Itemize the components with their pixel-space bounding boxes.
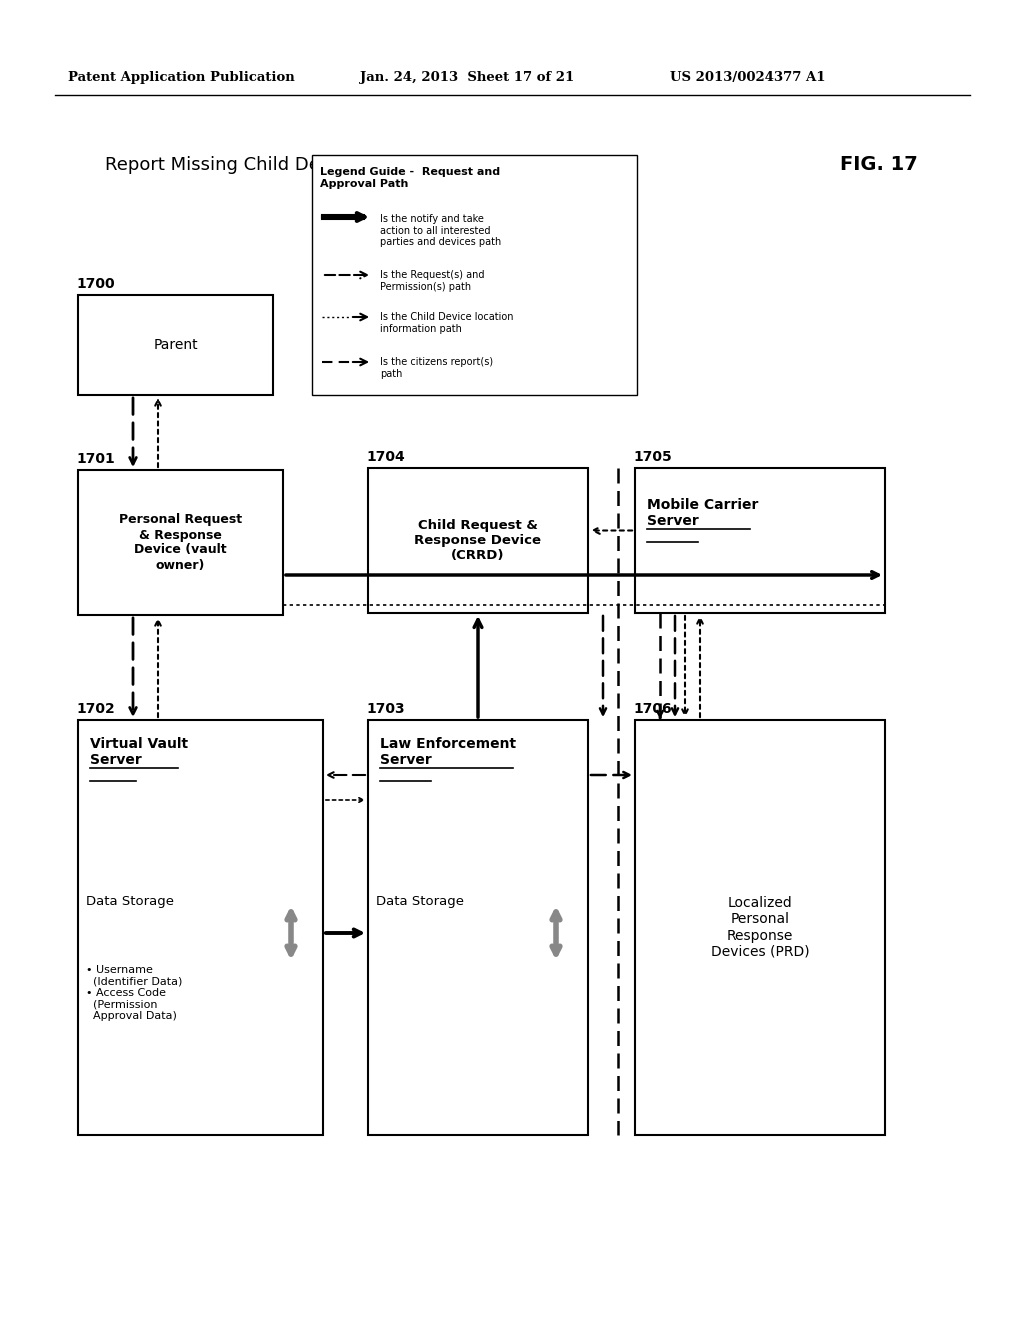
Text: 1706: 1706 bbox=[633, 702, 672, 715]
Text: Data Storage: Data Storage bbox=[86, 895, 174, 908]
Bar bbox=[368, 719, 588, 1135]
Text: Law Enforcement
Server: Law Enforcement Server bbox=[380, 737, 516, 767]
Text: Patent Application Publication: Patent Application Publication bbox=[68, 71, 295, 84]
Bar bbox=[635, 469, 885, 612]
Text: Is the Request(s) and
Permission(s) path: Is the Request(s) and Permission(s) path bbox=[380, 271, 484, 292]
Text: Is the notify and take
action to all interested
parties and devices path: Is the notify and take action to all int… bbox=[380, 214, 502, 247]
Bar bbox=[635, 719, 885, 1135]
Text: 1703: 1703 bbox=[366, 702, 404, 715]
Text: Virtual Vault
Server: Virtual Vault Server bbox=[90, 737, 188, 767]
Bar bbox=[78, 470, 283, 615]
Bar bbox=[78, 719, 323, 1135]
Text: 1700: 1700 bbox=[76, 277, 115, 290]
Bar bbox=[312, 154, 637, 395]
Bar bbox=[368, 469, 588, 612]
Text: Localized
Personal
Response
Devices (PRD): Localized Personal Response Devices (PRD… bbox=[711, 896, 809, 958]
Text: 1702: 1702 bbox=[76, 702, 115, 715]
Bar bbox=[78, 294, 273, 395]
Text: Mobile Carrier
Server: Mobile Carrier Server bbox=[647, 498, 759, 528]
Text: FIG. 17: FIG. 17 bbox=[840, 156, 918, 174]
Text: Parent: Parent bbox=[154, 338, 198, 352]
Text: 1705: 1705 bbox=[633, 450, 672, 465]
Text: Is the Child Device location
information path: Is the Child Device location information… bbox=[380, 312, 513, 334]
Text: Report Missing Child Depiction: Report Missing Child Depiction bbox=[105, 156, 381, 174]
Text: US 2013/0024377 A1: US 2013/0024377 A1 bbox=[670, 71, 825, 84]
Text: Is the citizens report(s)
path: Is the citizens report(s) path bbox=[380, 356, 494, 379]
Text: Child Request &
Response Device
(CRRD): Child Request & Response Device (CRRD) bbox=[415, 519, 542, 562]
Text: • Username
  (Identifier Data)
• Access Code
  (Permission
  Approval Data): • Username (Identifier Data) • Access Co… bbox=[86, 965, 182, 1022]
Text: Legend Guide -  Request and
Approval Path: Legend Guide - Request and Approval Path bbox=[319, 168, 500, 189]
Text: 1704: 1704 bbox=[366, 450, 404, 465]
Text: Personal Request
& Response
Device (vault
owner): Personal Request & Response Device (vaul… bbox=[119, 513, 242, 572]
Text: 1701: 1701 bbox=[76, 451, 115, 466]
Text: Jan. 24, 2013  Sheet 17 of 21: Jan. 24, 2013 Sheet 17 of 21 bbox=[360, 71, 574, 84]
Text: Data Storage: Data Storage bbox=[376, 895, 464, 908]
